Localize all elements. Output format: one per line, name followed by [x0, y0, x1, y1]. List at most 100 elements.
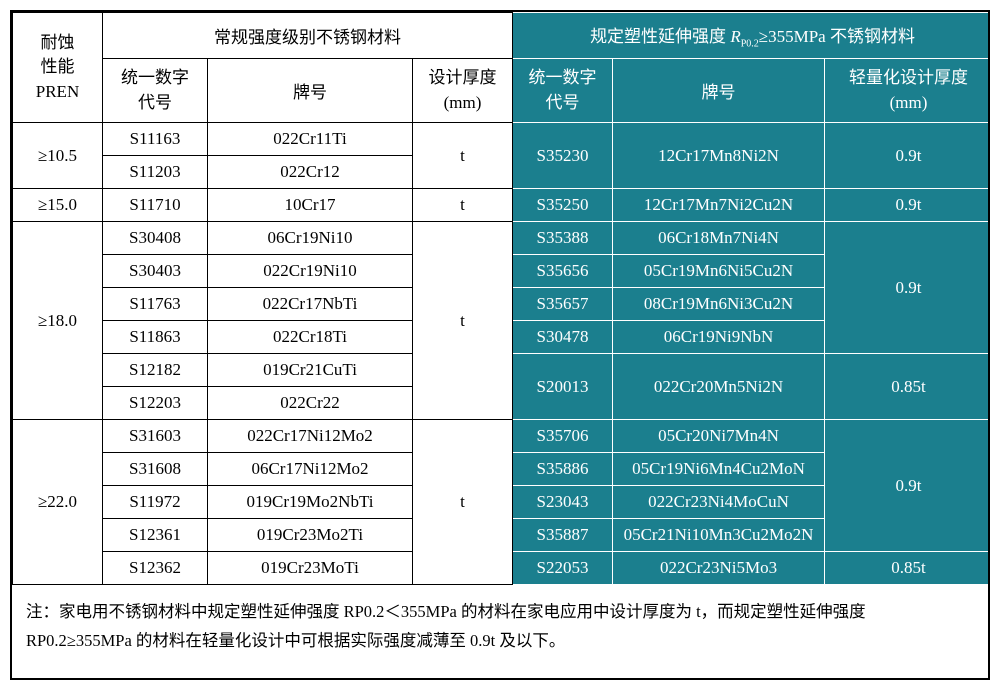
- table-row: ≥15.0 S11710 10Cr17 t S35250 12Cr17Mn7Ni…: [12, 188, 988, 222]
- code-cell: S30403: [102, 254, 208, 288]
- table-row: S11972 019Cr19Mo2NbTi S23043 022Cr23Ni4M…: [13, 485, 989, 519]
- grade-cell: 06Cr17Ni12Mo2: [207, 452, 413, 486]
- col-header-right-code: 统一数字 代号: [512, 58, 614, 123]
- header-pren-line1: 耐蚀: [40, 32, 75, 52]
- thickness-cell: 0.85t: [824, 551, 988, 585]
- code-cell: S23043: [512, 485, 614, 519]
- code-cell: S35230: [512, 122, 614, 189]
- table-row: S12362 019Cr23MoTi S22053 022Cr23Ni5Mo3 …: [13, 551, 988, 585]
- code-cell: S31608: [102, 452, 208, 486]
- table-row: ≥10.5 S11163 022Cr11Ti t S35230 12Cr17Mn…: [12, 122, 988, 189]
- code-cell: S35657: [512, 287, 614, 321]
- thickness-cell: t: [411, 221, 514, 420]
- col-header-left-code: 统一数字 代号: [102, 58, 208, 123]
- code-cell: S35886: [512, 452, 614, 486]
- header-pren: 耐蚀 性能 PREN: [12, 12, 103, 123]
- grade-cell: 12Cr17Mn7Ni2Cu2N: [612, 188, 826, 222]
- code-cell: S35706: [512, 419, 614, 453]
- grade-cell: 06Cr19Ni10: [207, 221, 413, 255]
- grade-cell: 022Cr17NbTi: [207, 287, 413, 321]
- code-cell: S22053: [512, 551, 614, 585]
- grade-cell: 022Cr19Ni10: [207, 254, 413, 288]
- code-cell: S30408: [102, 221, 208, 255]
- col-header-left-code-line2: 代号: [138, 92, 172, 112]
- grade-cell: 022Cr18Ti: [207, 320, 413, 354]
- code-cell: S12362: [102, 551, 208, 585]
- grade-cell: 05Cr20Ni7Mn4N: [612, 419, 826, 453]
- grade-cell: 05Cr19Mn6Ni5Cu2N: [612, 254, 826, 288]
- thickness-cell: t: [411, 419, 514, 585]
- right-group-prefix: 规定塑性延伸强度: [590, 26, 731, 46]
- right-group-symbol: R: [730, 26, 741, 46]
- header-right-group-title: 规定塑性延伸强度 RP0.2≥355MPa 不锈钢材料: [512, 12, 988, 59]
- thickness-cell: 0.85t: [824, 353, 988, 420]
- header-pren-line2: 性能: [40, 57, 75, 77]
- col-header-left-grade: 牌号: [207, 58, 413, 123]
- table-row: ≥18.0 S30408 06Cr19Ni10 t S35388 06Cr18M…: [12, 221, 988, 420]
- table-row: S11203 022Cr12: [13, 155, 989, 189]
- right-group-subscript: P0.2: [740, 38, 759, 50]
- code-cell: S12361: [102, 518, 208, 552]
- col-header-right-thickness: 轻量化设计厚度 (mm): [824, 58, 988, 123]
- grade-cell: 019Cr21CuTi: [207, 353, 413, 387]
- document-page: 耐蚀 性能 PREN 常规强度级别不锈钢材料 规定塑性延伸强度 RP0.2≥35…: [10, 10, 990, 680]
- header-group-row: 耐蚀 性能 PREN 常规强度级别不锈钢材料 规定塑性延伸强度 RP0.2≥35…: [12, 12, 988, 123]
- code-cell: S11163: [102, 122, 208, 156]
- right-group-suffix: ≥355MPa 不锈钢材料: [758, 26, 915, 46]
- code-cell: S20013: [512, 353, 614, 420]
- footnote: 注：家电用不锈钢材料中规定塑性延伸强度 RP0.2＜355MPa 的材料在家电应…: [26, 602, 866, 650]
- thickness-cell: 0.9t: [824, 188, 988, 222]
- col-header-left-thickness: 设计厚度 (mm): [411, 58, 514, 123]
- thickness-cell: t: [411, 122, 514, 189]
- thickness-cell: 0.9t: [824, 122, 988, 189]
- code-cell: S31603: [102, 419, 208, 453]
- pren-cell: ≥10.5: [12, 122, 103, 189]
- grade-cell: 019Cr19Mo2NbTi: [207, 485, 413, 519]
- table-row: ≥22.0 S31603 022Cr17Ni12Mo2 t S35706 05C…: [12, 419, 988, 585]
- grade-cell: 019Cr23Mo2Ti: [207, 518, 413, 552]
- grade-cell: 019Cr23MoTi: [207, 551, 413, 585]
- code-cell: S11863: [102, 320, 208, 354]
- pren-cell: ≥22.0: [12, 419, 103, 585]
- pren-cell: ≥18.0: [12, 221, 103, 420]
- table-row: S12203 022Cr22: [13, 386, 989, 420]
- table-row: S11863 022Cr18Ti S30478 06Cr19Ni9NbN: [13, 320, 989, 354]
- code-cell: S35250: [512, 188, 614, 222]
- code-cell: S11710: [102, 188, 208, 222]
- code-cell: S35656: [512, 254, 614, 288]
- header-left-group-title: 常规强度级别不锈钢材料: [101, 12, 514, 59]
- table-row: S11763 022Cr17NbTi S35657 08Cr19Mn6Ni3Cu…: [13, 287, 989, 321]
- col-header-left-thickness-line1: 设计厚度: [428, 67, 497, 87]
- col-header-right-grade: 牌号: [612, 58, 826, 123]
- grade-cell: 022Cr12: [207, 155, 413, 189]
- grade-cell: 08Cr19Mn6Ni3Cu2N: [612, 287, 826, 321]
- thickness-cell: t: [411, 188, 514, 222]
- code-cell: S35388: [512, 221, 614, 255]
- grade-cell: 12Cr17Mn8Ni2N: [612, 122, 826, 189]
- code-cell: S30478: [512, 320, 614, 354]
- col-header-right-code-line2: 代号: [545, 92, 580, 112]
- grade-cell: 022Cr23Ni5Mo3: [612, 551, 826, 585]
- col-header-left-thickness-line2: (mm): [443, 92, 482, 112]
- code-cell: S11763: [102, 287, 208, 321]
- code-cell: S12203: [102, 386, 208, 420]
- pren-cell: ≥15.0: [12, 188, 103, 222]
- thickness-cell: 0.9t: [824, 221, 988, 354]
- grade-cell: 06Cr19Ni9NbN: [612, 320, 826, 354]
- code-cell: S11972: [102, 485, 208, 519]
- thickness-cell: 0.9t: [824, 419, 988, 552]
- table-row: S30403 022Cr19Ni10 S35656 05Cr19Mn6Ni5Cu…: [13, 254, 989, 288]
- grade-cell: 05Cr21Ni10Mn3Cu2Mo2N: [612, 518, 826, 552]
- grade-cell: 06Cr18Mn7Ni4N: [612, 221, 826, 255]
- col-header-right-thickness-line1: 轻量化设计厚度: [849, 67, 969, 87]
- grade-cell: 022Cr20Mn5Ni2N: [612, 353, 826, 420]
- table-row: S12182 019Cr21CuTi S20013 022Cr20Mn5Ni2N…: [13, 353, 988, 420]
- grade-cell: 10Cr17: [207, 188, 413, 222]
- code-cell: S11203: [102, 155, 208, 189]
- grade-cell: 022Cr17Ni12Mo2: [207, 419, 413, 453]
- materials-table: 耐蚀 性能 PREN 常规强度级别不锈钢材料 规定塑性延伸强度 RP0.2≥35…: [12, 12, 989, 585]
- header-pren-line3: PREN: [35, 81, 80, 101]
- grade-cell: 022Cr23Ni4MoCuN: [612, 485, 826, 519]
- grade-cell: 022Cr22: [207, 386, 413, 420]
- col-header-right-thickness-line2: (mm): [889, 92, 928, 112]
